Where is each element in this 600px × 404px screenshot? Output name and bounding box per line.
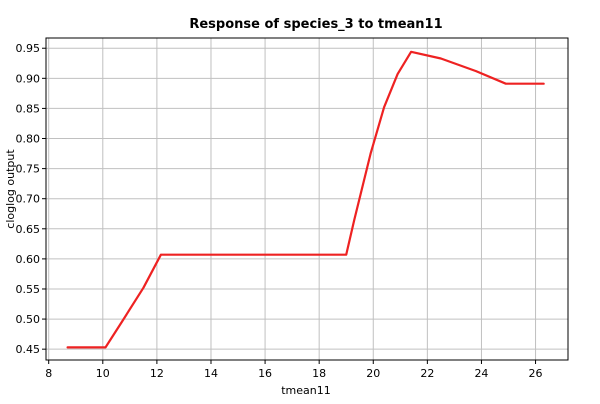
data-point (66, 346, 69, 349)
x-tick-label: 22 (420, 367, 434, 380)
data-point (353, 218, 356, 221)
chart-title: Response of species_3 to tmean11 (189, 17, 442, 32)
y-tick-label: 0.65 (16, 223, 41, 236)
series-layer (66, 50, 545, 349)
y-tick-label: 0.45 (16, 343, 41, 356)
data-point (542, 82, 545, 85)
response-curve-line (66, 50, 545, 349)
y-tick-label: 0.90 (16, 72, 41, 85)
data-point (160, 253, 162, 256)
data-point (345, 253, 348, 256)
data-point (396, 73, 399, 75)
y-tick-label: 0.80 (16, 133, 41, 146)
x-tick-label: 24 (474, 367, 488, 380)
axis-ticks: 8 10 12 14 16 18 20 22 24 26 0.45 0.50 0.55 0.60 0.65 0… (16, 42, 543, 380)
y-tick-label: 0.60 (16, 253, 41, 266)
data-point (440, 57, 442, 60)
data-point (410, 51, 412, 53)
data-point (120, 321, 123, 323)
data-point (504, 82, 507, 85)
x-tick-label: 20 (366, 367, 380, 380)
data-point (369, 152, 372, 155)
grid (46, 38, 568, 360)
x-tick-label: 16 (258, 367, 272, 380)
y-tick-label: 0.75 (16, 163, 41, 176)
data-point (104, 346, 107, 349)
data-point (383, 106, 385, 109)
data-point (475, 70, 477, 72)
x-axis-label: tmean11 (281, 384, 331, 397)
x-tick-label: 10 (96, 367, 110, 380)
x-tick-label: 14 (204, 367, 218, 380)
y-tick-label: 0.95 (16, 42, 41, 55)
y-tick-label: 0.55 (16, 283, 41, 296)
y-axis-label: cloglog output (4, 149, 17, 229)
x-tick-label: 8 (45, 367, 52, 380)
y-tick-label: 0.85 (16, 102, 41, 115)
y-tick-label: 0.50 (16, 313, 41, 326)
x-tick-label: 18 (312, 367, 326, 380)
x-tick-label: 12 (150, 367, 164, 380)
data-point (142, 286, 145, 289)
x-tick-label: 26 (529, 367, 543, 380)
y-tick-label: 0.70 (16, 193, 41, 206)
